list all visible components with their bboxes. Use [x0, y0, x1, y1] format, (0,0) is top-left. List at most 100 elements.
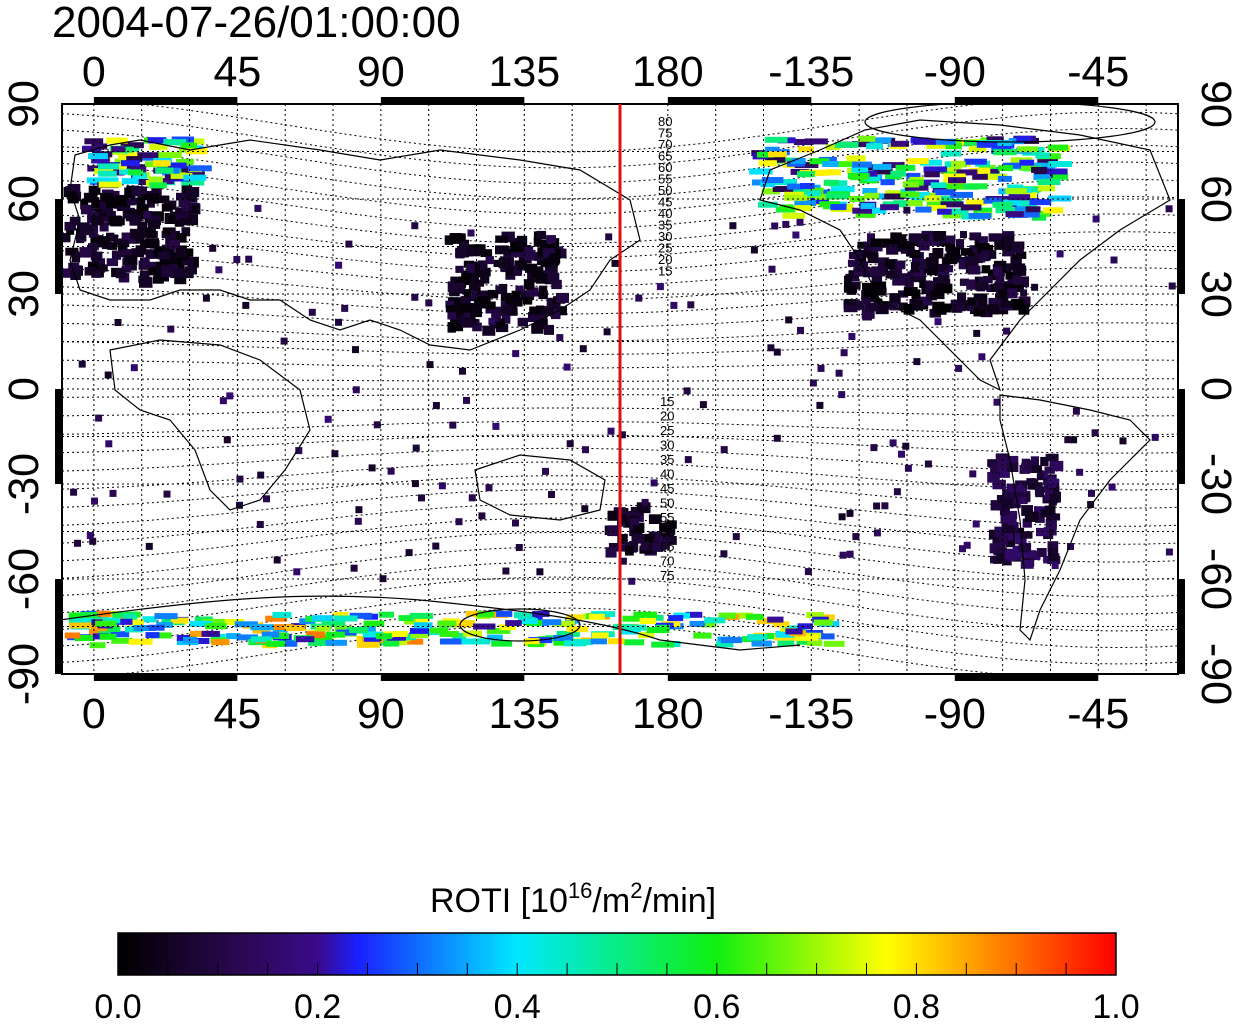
- roti-data-cell: [915, 206, 932, 213]
- roti-data-cell: [640, 542, 650, 551]
- roti-data-cell: [205, 623, 227, 630]
- roti-data-cell: [109, 489, 117, 497]
- frame-segment-top: [93, 97, 238, 103]
- roti-data-cell: [720, 637, 742, 644]
- roti-data-cell: [852, 207, 872, 214]
- roti-data-cell: [542, 248, 556, 259]
- roti-data-cell: [149, 182, 167, 189]
- roti-data-cell: [926, 266, 940, 276]
- roti-data-cell: [413, 622, 433, 629]
- roti-data-cell: [91, 143, 108, 150]
- roti-data-cell: [295, 447, 303, 455]
- magnetic-latitude-label: 80: [658, 114, 672, 129]
- roti-data-cell: [459, 367, 466, 375]
- roti-data-cell: [138, 179, 153, 185]
- roti-data-cell: [479, 267, 491, 277]
- roti-data-cell: [793, 139, 814, 145]
- roti-data-cell: [1005, 263, 1017, 271]
- roti-data-cell: [526, 287, 539, 297]
- roti-data-cell: [121, 160, 140, 167]
- roti-data-cell: [112, 217, 125, 226]
- roti-data-cell: [176, 192, 188, 201]
- roti-data-cell: [182, 257, 194, 266]
- roti-data-cell: [105, 440, 113, 448]
- roti-data-cell: [1035, 152, 1051, 159]
- right-latitude-label: -30: [1192, 453, 1240, 515]
- roti-data-cell: [250, 636, 272, 643]
- roti-data-cell: [460, 296, 471, 307]
- roti-data-cell: [969, 470, 977, 478]
- top-longitude-label: -45: [1067, 48, 1129, 96]
- roti-data-cell: [186, 138, 205, 145]
- roti-data-cell: [685, 611, 703, 618]
- roti-data-cell: [844, 275, 853, 287]
- roti-data-cell: [623, 639, 645, 646]
- roti-data-cell: [449, 421, 457, 429]
- roti-data-cell: [816, 401, 824, 409]
- roti-data-cell: [591, 632, 609, 639]
- roti-data-cell: [988, 233, 1003, 242]
- roti-data-cell: [1024, 511, 1039, 522]
- roti-data-cell: [252, 627, 271, 634]
- roti-data-cell: [765, 156, 786, 163]
- roti-data-cell: [622, 615, 645, 622]
- roti-data-cell: [74, 635, 95, 641]
- roti-data-cell: [960, 204, 982, 211]
- roti-data-cell: [132, 235, 145, 244]
- roti-data-cell: [137, 152, 161, 159]
- magnetic-contour: [62, 461, 1178, 491]
- roti-data-cell: [106, 258, 119, 267]
- roti-data-cell: [668, 615, 684, 622]
- roti-data-cell: [880, 179, 895, 186]
- roti-data-cell: [956, 169, 978, 176]
- roti-data-cell: [178, 218, 191, 226]
- roti-data-cell: [951, 161, 966, 168]
- roti-data-cell: [272, 624, 294, 631]
- roti-data-cell: [981, 265, 991, 274]
- roti-data-cell: [997, 140, 1013, 146]
- roti-data-cell: [1018, 303, 1030, 315]
- roti-data-cell: [852, 300, 865, 310]
- magnetic-latitude-label: 15: [658, 264, 672, 279]
- roti-data-cell: [804, 138, 828, 145]
- roti-data-cell: [932, 301, 945, 311]
- roti-data-cell: [978, 353, 986, 361]
- roti-data-cell: [1014, 200, 1038, 207]
- roti-data-cell: [869, 137, 892, 144]
- roti-data-cell: [957, 292, 967, 304]
- roti-data-cell: [1033, 506, 1046, 515]
- roti-data-cell: [163, 490, 171, 498]
- roti-data-cell: [652, 543, 661, 552]
- magnetic-contour: [62, 475, 1178, 509]
- roti-data-cell: [874, 287, 887, 296]
- roti-data-cell: [553, 639, 569, 646]
- magnetic-contour: [62, 503, 1178, 545]
- roti-data-cell: [170, 268, 184, 279]
- roti-data-cell: [866, 302, 876, 312]
- roti-data-cell: [976, 141, 994, 148]
- roti-data-cell: [689, 620, 706, 627]
- roti-data-cell: [846, 509, 854, 517]
- roti-data-cell: [959, 278, 969, 286]
- continent-outlines: [62, 104, 1171, 651]
- roti-data-cell: [130, 364, 138, 372]
- roti-data-cell: [181, 203, 192, 211]
- roti-data-cell: [882, 162, 905, 169]
- roti-data-cell: [670, 301, 678, 309]
- roti-data-cell: [1021, 505, 1033, 516]
- roti-data-cell: [1019, 497, 1027, 504]
- roti-data-cell: [386, 634, 406, 641]
- roti-data-cell: [80, 199, 89, 210]
- roti-data-cell: [445, 300, 454, 308]
- roti-data-cell: [1037, 179, 1061, 185]
- roti-data-cell: [1020, 289, 1028, 297]
- roti-data-cell: [975, 252, 986, 263]
- roti-data-cell: [967, 300, 981, 312]
- roti-data-cell: [455, 248, 469, 258]
- roti-data-cell: [161, 230, 173, 239]
- roti-data-cell: [999, 504, 1010, 516]
- roti-data-cell: [528, 312, 540, 322]
- roti-data-cell: [334, 625, 352, 632]
- roti-data-cell: [809, 158, 830, 165]
- roti-data-cell: [536, 568, 544, 576]
